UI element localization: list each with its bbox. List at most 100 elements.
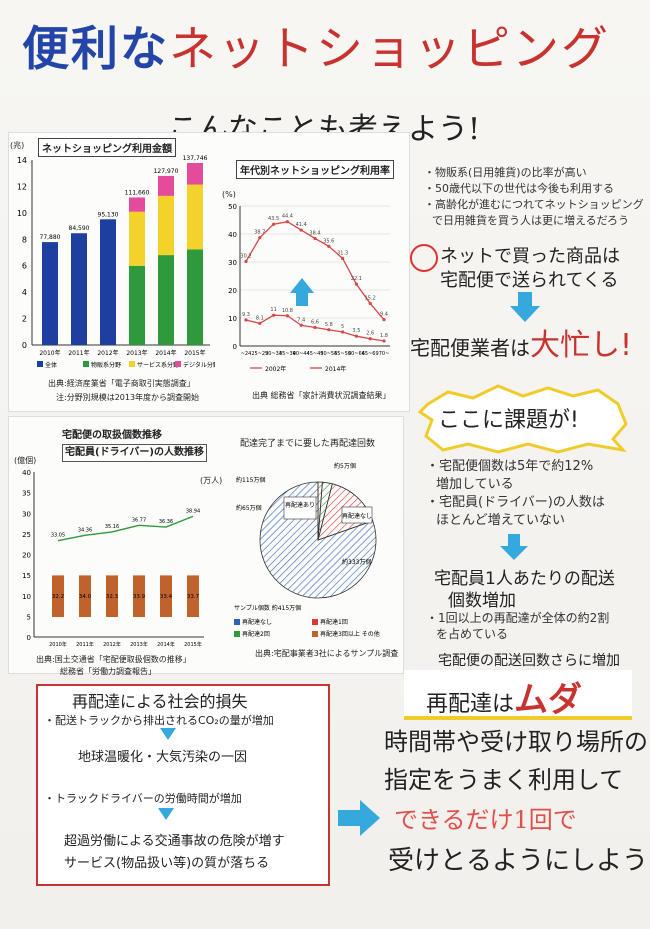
- chart2-data-label: 1.8: [380, 333, 388, 339]
- chart3-line-label: 35.16: [105, 524, 119, 530]
- advice-2: 指定をうまく利用して: [384, 766, 624, 794]
- down-arrow-icon: [500, 534, 528, 560]
- chart3-bar: [52, 575, 64, 617]
- advice-4: 受けとるようにしよう: [388, 846, 649, 876]
- loss-line4: 超過労働による交通事故の危険が増す: [64, 834, 285, 849]
- chart3-ytick: 5: [27, 613, 31, 621]
- chart2-point: [285, 220, 289, 224]
- chart1-xtick: 2014年: [155, 349, 176, 357]
- chart2-xtick: 60~64: [348, 351, 365, 357]
- chart2-ytick: 50: [228, 203, 237, 211]
- chart1-ytick: 10: [17, 209, 27, 218]
- chart2-svg: 0 10 20 30 40 50 9.3 8.1 11 10.8 7.4 6.6 5.8 5 3.5 2.6 1…: [228, 203, 390, 373]
- chart1-bar-segment: [158, 175, 174, 196]
- chart1-bar: [71, 233, 87, 345]
- chart1-ytick: 14: [17, 156, 27, 165]
- chart1-ytick: 0: [22, 341, 27, 350]
- chart3-xtick: 2012年: [103, 641, 121, 648]
- chart2-legend-label: 2014年: [325, 365, 346, 373]
- chart2-point: [327, 328, 331, 332]
- chart4-legend-label: 再配達なし: [242, 618, 272, 626]
- chart1-legend-label: 全体: [45, 361, 57, 369]
- chart2-ytick: 30: [228, 259, 237, 267]
- loss-title: 再配達による社会的損失: [72, 692, 248, 711]
- down-arrow-icon: [160, 728, 176, 740]
- waste-text: 再配達は: [426, 692, 515, 717]
- chart4-inner-label: 再配達あり: [285, 501, 315, 509]
- chart4-legend-swatch: [234, 619, 240, 625]
- chart2-data-label: 41.4: [296, 222, 307, 228]
- chart1-title: ネットショッピング利用金額: [38, 138, 176, 157]
- note-item: ・50歳代以下の世代は今後も利用する: [424, 182, 614, 195]
- redelivery-note-2: を占めている: [436, 627, 509, 641]
- chart3-line-label: 34.36: [78, 527, 92, 533]
- chart1-bar-segment: [129, 265, 145, 345]
- chart1-xtick: 2012年: [97, 349, 118, 357]
- chart3-ytick: 30: [22, 510, 31, 518]
- waste-line: 再配達はムダ: [426, 672, 582, 721]
- chart3-line-label: 36.77: [132, 517, 146, 523]
- chart4-legend-label: 再配達2回: [242, 630, 270, 638]
- chart2-point: [341, 256, 345, 260]
- chart2-data-label: 6.6: [311, 320, 319, 326]
- chart3-svg: 0 5 10 15 20 25 30 35 40 32.2 2010年 33.05 34.0 2011年 3…: [22, 469, 204, 648]
- chart2-data-label: 5: [341, 324, 344, 330]
- issue-point: ・宅配便個数は5年で約12%: [426, 459, 594, 474]
- chart1-legend-swatch: [175, 361, 181, 367]
- loss-line1: ・配送トラックから排出されるCO₂の量が増加: [44, 714, 274, 727]
- chart2-xtick: 50~54: [320, 351, 337, 357]
- chart1-xtick: 2013年: [126, 349, 147, 357]
- chart3-bar: [187, 575, 199, 617]
- chart3-ytick: 20: [22, 552, 31, 560]
- chart2-xtick: 35~39: [279, 351, 296, 357]
- chart2-point: [313, 325, 317, 330]
- chart2-xtick: 70~: [379, 351, 390, 357]
- chart1-source2: 注:分野別規模は2013年度から調査開始: [56, 393, 200, 402]
- chart3-bar: [106, 575, 118, 617]
- chart1-unit: (兆): [10, 141, 25, 150]
- chart2-point: [354, 282, 358, 286]
- chart3-bar-label: 32.3: [106, 594, 119, 600]
- title-part1: 便利な: [22, 22, 169, 77]
- note-item: ・物販系(日用雑貨)の比率が高い: [424, 166, 587, 179]
- chart2-point: [341, 330, 345, 334]
- chart2-data-label: 43.5: [268, 216, 279, 222]
- chart1-bar-segment: [129, 211, 145, 266]
- down-arrow-icon: [158, 808, 174, 820]
- chart2-data-label: 15.2: [365, 295, 376, 301]
- chart4-title: 配達完了までに要した再配達回数: [240, 439, 376, 449]
- chart2-point: [272, 313, 276, 317]
- busy-emphasis: 大忙し!: [530, 328, 633, 363]
- chart2-point: [368, 301, 372, 306]
- chart1-xtick: 2011年: [68, 349, 89, 357]
- chart4-source: 出典:宅配事業者3社によるサンプル調査: [255, 649, 399, 658]
- chart3-unit-left: (億個): [14, 456, 37, 465]
- chart2-point: [299, 228, 303, 232]
- right-arrow-icon: [338, 800, 380, 836]
- chart2-xtick: 40~44: [293, 351, 310, 357]
- down-arrow-icon: [510, 292, 540, 322]
- chart1-ytick: 12: [17, 182, 27, 191]
- chart3-ytick: 0: [27, 634, 31, 642]
- busy-text: 宅配便業者は: [410, 336, 530, 360]
- chart1-bar-segment: [187, 249, 203, 345]
- chart2-source: 出典 総務省「家計消費状況調査結果」: [252, 391, 391, 400]
- chart1-ytick: 4: [22, 288, 27, 297]
- chart4-label: 約115万個: [236, 476, 265, 484]
- waste-box: [404, 670, 632, 720]
- chart3-bar: [79, 575, 91, 617]
- loss-line2: 地球温暖化・大気汚染の一因: [78, 750, 248, 765]
- title-part2: ネットショッピング: [169, 22, 610, 77]
- chart2-data-label: 5.8: [325, 322, 333, 328]
- chart2-xtick: 65~69: [362, 351, 379, 357]
- chart3-title2: 宅配員(ドライバー)の人数推移: [62, 444, 207, 462]
- chart2-ytick: 20: [228, 287, 237, 295]
- chart2-unit: (%): [222, 190, 236, 199]
- chart1-legend-swatch: [83, 361, 89, 367]
- chart2-point: [327, 244, 331, 248]
- chart1-value-label: 111,660: [125, 189, 150, 196]
- chart2-up-arrow-icon: [290, 278, 314, 306]
- chart1-svg: 0 2 4 6 8 10 12 14 77,880 2010年 84,590 2011年 95,130 2…: [17, 155, 215, 369]
- chart3-bar: [133, 575, 145, 617]
- chart4-legend-swatch: [312, 631, 318, 637]
